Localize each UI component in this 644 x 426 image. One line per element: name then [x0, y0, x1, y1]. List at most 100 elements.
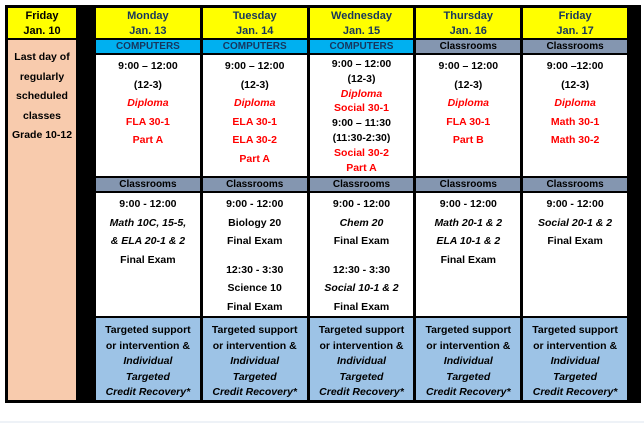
support-line: or intervention & — [319, 339, 404, 352]
support-line: Targeted support — [318, 324, 405, 336]
classrooms-bar: Classrooms — [416, 178, 521, 191]
morning-line: Part A — [239, 152, 270, 165]
location-type-bar: COMPUTERS — [202, 40, 307, 53]
day-name: Wednesday — [331, 10, 392, 22]
classrooms-bar: Classrooms — [202, 178, 307, 191]
exam-line: Math 10C, 15-5, — [109, 216, 187, 229]
morning-line: Diploma — [340, 87, 383, 100]
exam-line: Final Exam — [226, 300, 283, 313]
morning-line: (12-3) — [133, 78, 162, 91]
support-line: Targeted support — [425, 324, 512, 336]
morning-line: 9:00 – 12:00 — [331, 58, 392, 70]
exam-line: 9:00 - 12:00 — [226, 198, 284, 210]
day-date: Jan. 14 — [236, 25, 274, 37]
day-column: Thursday Jan. 16 Classrooms 9:00 – 12:00… — [416, 8, 521, 400]
exam-line: Final Exam — [226, 235, 283, 247]
morning-line: (12-3) — [561, 78, 590, 91]
support-line: Targeted support — [105, 324, 191, 336]
final-exam-cell: 9:00 - 12:00 Math 20-1 & 2 ELA 10-1 & 2 Fin… — [416, 193, 521, 316]
classrooms-bar: Classrooms — [523, 178, 627, 191]
day-column: Wednesday Jan. 15 COMPUTERS 9:00 – 12:00… — [309, 8, 414, 400]
location-type-bar: Classrooms — [523, 40, 627, 53]
morning-line: 9:00 – 11:30 — [332, 117, 391, 130]
morning-line: (12-3) — [240, 78, 269, 91]
classrooms-bar: Classrooms — [309, 178, 414, 191]
morning-exam-cell: 9:00 – 12:00 (12-3) Diploma ELA 30-1 ELA 30-… — [202, 55, 307, 176]
support-line: or intervention & — [533, 339, 618, 352]
last-day-note: Last day of regularly scheduled classes Grad… — [8, 40, 76, 400]
targeted-support-cell: Targeted support or intervention & Individ… — [309, 318, 414, 400]
day-name: Friday — [558, 10, 592, 22]
exam-line: Chem 20 — [339, 216, 384, 229]
morning-line: 9:00 –12:00 — [546, 60, 604, 72]
support-line: Targeted — [125, 370, 170, 383]
exam-line: Final Exam — [547, 235, 603, 247]
day-column: Monday Jan. 13 COMPUTERS 9:00 – 12:00 (12… — [96, 8, 200, 400]
support-line: Individual — [443, 355, 493, 368]
day-header: Tuesday Jan. 14 — [202, 8, 307, 38]
support-line: or intervention & — [426, 339, 511, 352]
morning-line: 9:00 – 12:00 — [438, 60, 499, 72]
note-line: classes — [23, 109, 61, 122]
note-line: Last day of — [14, 51, 70, 63]
schedule-table: Friday Jan. 10 Last day of regularly sched… — [5, 5, 641, 403]
targeted-support-cell: Targeted support or intervention & Individ… — [202, 318, 307, 400]
support-line: Individual — [123, 355, 173, 368]
exam-line: 9:00 - 12:00 — [119, 198, 177, 210]
left-info-column: Friday Jan. 10 Last day of regularly sched… — [8, 8, 76, 400]
exam-line: ELA 10-1 & 2 — [436, 235, 501, 247]
morning-exam-cell: 9:00 – 12:00 (12-3) Diploma FLA 30-1 Part B — [416, 55, 521, 176]
targeted-support-cell: Targeted support or intervention & Individ… — [96, 318, 200, 400]
left-header-day: Friday — [25, 10, 59, 22]
exam-line: Final Exam — [120, 253, 176, 266]
support-line: or intervention & — [212, 339, 297, 352]
day-date: Jan. 13 — [129, 25, 167, 37]
morning-line: Social 30-1 — [334, 102, 389, 115]
day-header: Wednesday Jan. 15 — [309, 8, 414, 38]
morning-line: Diploma — [127, 97, 169, 109]
support-line: Credit Recovery* — [105, 386, 191, 399]
location-type-bar: Classrooms — [416, 40, 521, 53]
classrooms-bar: Classrooms — [96, 178, 200, 191]
exam-line — [203, 251, 307, 261]
targeted-support-cell: Targeted support or intervention & Individ… — [523, 318, 627, 400]
final-exam-cell: 9:00 - 12:00 Chem 20 Final Exam 12:30 - 3:3… — [309, 193, 414, 316]
day-name: Monday — [127, 10, 169, 22]
morning-line: Part A — [346, 161, 377, 174]
support-line: Targeted — [446, 370, 491, 383]
day-header: Monday Jan. 13 — [96, 8, 200, 38]
morning-line: FLA 30-1 — [125, 115, 170, 128]
exam-line: 9:00 - 12:00 — [546, 198, 604, 210]
support-line: Targeted support — [532, 324, 618, 336]
exam-line: Math 20-1 & 2 — [434, 216, 503, 229]
day-column: Tuesday Jan. 14 COMPUTERS 9:00 – 12:00 (1… — [202, 8, 307, 400]
morning-line: Diploma — [554, 97, 596, 109]
left-header-date: Jan. 10 — [23, 25, 61, 37]
morning-line: ELA 30-1 — [232, 115, 277, 128]
day-name: Tuesday — [232, 10, 277, 22]
morning-line: Part A — [132, 134, 164, 146]
page-bottom-edge — [0, 421, 644, 423]
support-line: Targeted — [339, 370, 384, 383]
support-line: Credit Recovery* — [319, 386, 404, 399]
location-type-bar: COMPUTERS — [96, 40, 200, 53]
exam-line: & ELA 20-1 & 2 — [110, 235, 186, 247]
day-date: Jan. 16 — [449, 25, 487, 37]
exam-line: Biology 20 — [228, 216, 282, 229]
support-line: Individual — [550, 355, 600, 368]
morning-line: (11:30-2:30) — [332, 131, 391, 144]
day-date: Jan. 17 — [556, 25, 594, 37]
day-header: Thursday Jan. 16 — [416, 8, 521, 38]
exam-line — [310, 251, 414, 261]
morning-exam-cell: 9:00 –12:00 (12-3) Diploma Math 30-1 Math 30… — [523, 55, 627, 176]
day-name: Thursday — [443, 10, 494, 22]
support-line: Targeted — [232, 370, 277, 383]
exam-line: Social 10-1 & 2 — [324, 282, 399, 294]
support-line: Credit Recovery* — [212, 386, 297, 399]
morning-line: (12-3) — [347, 72, 376, 85]
day-columns: Monday Jan. 13 COMPUTERS 9:00 – 12:00 (12… — [96, 8, 627, 400]
support-line: Individual — [230, 355, 280, 368]
left-column-header: Friday Jan. 10 — [8, 8, 76, 38]
exam-line: 9:00 - 12:00 — [439, 198, 497, 210]
